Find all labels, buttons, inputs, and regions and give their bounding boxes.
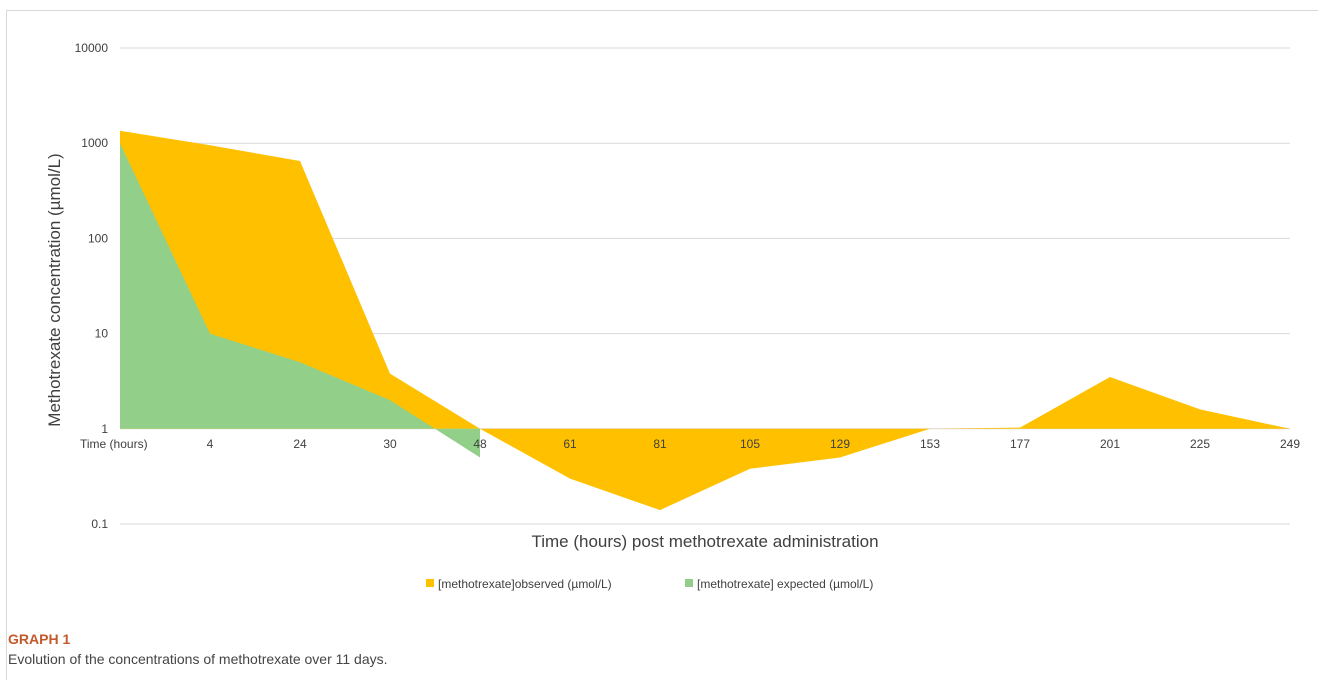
- figure-frame: [6, 10, 1318, 680]
- y-axis-ticks: 10000 1000 100 10 1 0.1: [75, 41, 109, 531]
- x-tick-label: 30: [383, 437, 397, 451]
- y-tick-label: 1000: [81, 136, 108, 150]
- series-area-expected: [120, 143, 480, 458]
- series-area-observed: [120, 130, 1290, 511]
- legend-label-expected: [methotrexate] expected (µmol/L): [697, 577, 873, 591]
- figure-caption: Evolution of the concentrations of metho…: [8, 651, 388, 667]
- x-tick-label: Time (hours): [80, 437, 148, 451]
- x-tick-label: 81: [653, 437, 667, 451]
- x-tick-label: 61: [563, 437, 577, 451]
- series-areas: [120, 130, 1290, 511]
- x-tick-label: 177: [1010, 437, 1030, 451]
- y-tick-label: 1: [101, 422, 108, 436]
- x-tick-label: 249: [1280, 437, 1300, 451]
- x-tick-label: 105: [740, 437, 760, 451]
- x-tick-label: 129: [830, 437, 850, 451]
- legend-swatch-expected: [685, 579, 693, 587]
- y-tick-label: 10000: [75, 41, 109, 55]
- methotrexate-chart: 10000 1000 100 10 1 0.1 Time (hours) 4 24 30 48 61…: [45, 41, 1300, 591]
- legend-swatch-observed: [426, 579, 434, 587]
- y-axis-title: Methotrexate concentration (µmol/L): [45, 153, 64, 426]
- legend: [methotrexate]observed (µmol/L) [methotr…: [426, 577, 873, 591]
- y-tick-label: 0.1: [91, 517, 108, 531]
- x-axis-title: Time (hours) post methotrexate administr…: [531, 532, 878, 551]
- x-tick-label: 4: [207, 437, 214, 451]
- x-tick-label: 153: [920, 437, 940, 451]
- y-tick-label: 10: [95, 327, 109, 341]
- x-tick-label: 201: [1100, 437, 1120, 451]
- x-tick-label: 48: [473, 437, 487, 451]
- figure-label: GRAPH 1: [8, 631, 71, 647]
- x-tick-label: 225: [1190, 437, 1210, 451]
- x-tick-label: 24: [293, 437, 307, 451]
- y-tick-label: 100: [88, 231, 108, 245]
- x-axis-ticks: Time (hours) 4 24 30 48 61 81 105 129 153 177 201 22…: [80, 437, 1300, 451]
- legend-label-observed: [methotrexate]observed (µmol/L): [438, 577, 612, 591]
